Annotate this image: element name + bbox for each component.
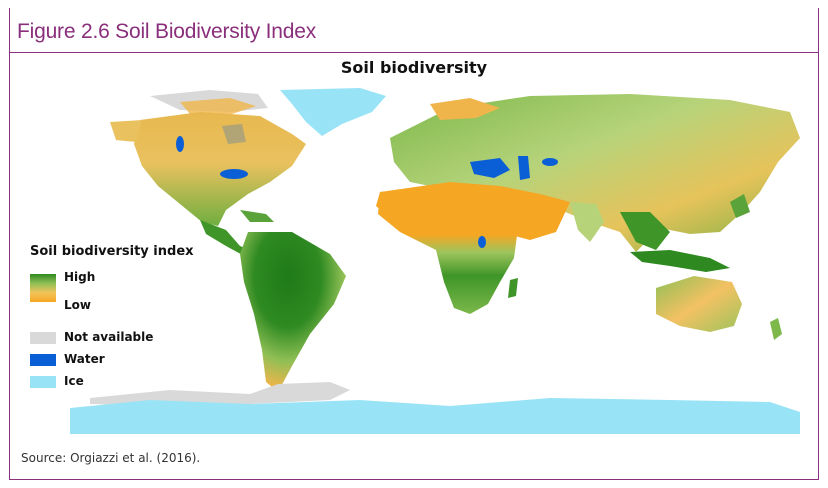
se-asia [620,212,670,250]
greenland-ice [280,88,386,136]
legend-low-label: Low [64,298,91,312]
title-divider [9,52,819,53]
africa [378,186,518,314]
map-title: Soil biodiversity [340,58,488,77]
legend-swatch-water [30,354,56,366]
australia [656,276,742,332]
legend-label-ice: Ice [64,374,84,388]
north-america [134,112,306,226]
legend-label-not-available: Not available [64,330,154,344]
legend-swatch-not-available [30,332,56,344]
indonesia [630,250,730,272]
legend-swatch-ice [30,376,56,388]
world-map [70,88,800,434]
gradient-swatch [30,274,56,302]
india [570,202,604,242]
south-america [240,232,346,392]
new-zealand [770,318,782,340]
black-caspian-seas [470,158,510,178]
source-note: Source: Orgiazzi et al. (2016). [21,451,201,465]
antarctica-na [90,382,350,406]
figure-frame [9,8,819,480]
legend-label-water: Water [64,352,105,366]
madagascar [508,278,518,298]
legend-high-label: High [64,270,96,284]
great-lakes [220,169,248,179]
figure-title: Figure 2.6 Soil Biodiversity Index [17,20,317,43]
eurasia [390,94,800,252]
antarctica-ice [70,398,800,434]
legend-title: Soil biodiversity index [30,244,194,259]
